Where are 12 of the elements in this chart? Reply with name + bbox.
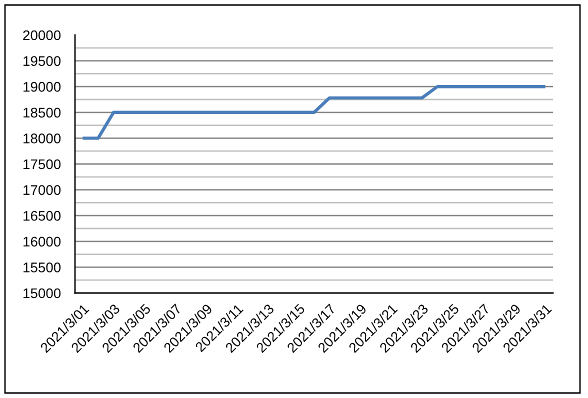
y-tick-label: 15500	[24, 262, 61, 272]
y-tick-label: 19000	[24, 82, 61, 92]
y-tick-label: 15000	[24, 288, 61, 298]
y-tick-label: 20000	[23, 30, 61, 40]
y-tick-label: 18500	[24, 108, 61, 118]
y-tick-label: 16500	[24, 210, 61, 221]
y-tick-label: 18000	[24, 134, 61, 144]
y-tick-label: 17000	[24, 185, 61, 195]
y-tick-label: 16000	[24, 236, 61, 247]
y-tick-label: 19500	[24, 56, 61, 66]
y-tick-label: 17500	[24, 159, 61, 170]
line-series	[81, 85, 547, 140]
